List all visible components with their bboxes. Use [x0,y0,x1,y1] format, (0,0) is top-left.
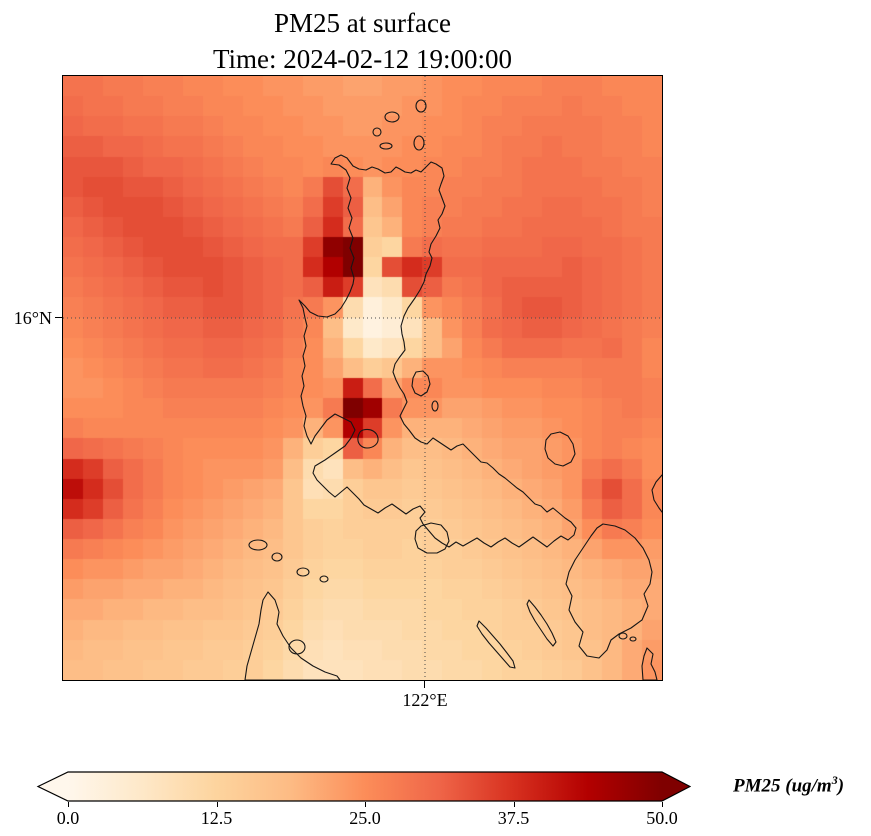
colorbar-tick-mark [216,802,218,807]
x-tick-label: 122°E [402,690,448,710]
y-tick-label: 16°N [13,308,52,328]
colorbar-label-text: PM25 (ug/m [733,775,832,797]
chart-title: PM25 at surface [274,8,451,38]
chart-subtitle: Time: 2024-02-12 19:00:00 [212,44,513,75]
title-block: PM25 at surface Time: 2024-02-12 19:00:0… [63,5,662,78]
x-tick-mark [424,681,426,688]
y-tick-mark [55,317,63,319]
pm25-heatmap-canvas [63,76,662,680]
colorbar-outline [36,771,691,802]
colorbar-label: PM25 (ug/m3) [733,773,871,797]
colorbar-tick-label: 25.0 [349,808,381,828]
colorbar-tick-label: 50.0 [646,808,678,828]
colorbar [36,771,691,802]
colorbar-tick-mark [365,802,367,807]
colorbar-tick-label: 12.5 [200,808,233,828]
colorbar-tick-label: 0.0 [56,808,80,828]
colorbar-tick-mark [68,802,70,807]
colorbar-min-arrow [38,772,68,801]
colorbar-tick-label: 37.5 [497,808,530,828]
colorbar-label-superscript: 3 [831,773,838,787]
colorbar-tick-mark [662,802,664,807]
colorbar-gradient-bar [68,772,662,801]
colorbar-label-close: ) [837,775,845,797]
colorbar-max-arrow [662,772,690,801]
colorbar-tick-mark [513,802,515,807]
